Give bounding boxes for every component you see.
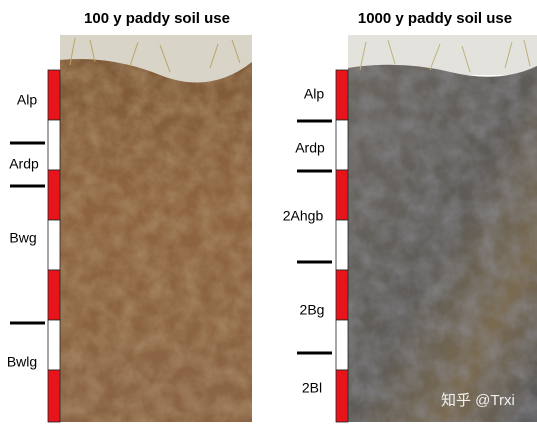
- watermark: 知乎 @Trxi: [441, 392, 515, 409]
- panel-title: 100 y paddy soil use: [84, 10, 230, 27]
- scale-bar-right: [335, 69, 349, 423]
- horizon-label: Bwg: [9, 230, 36, 246]
- horizon-separators: [10, 119, 332, 355]
- horizon-label: 2Bl: [302, 380, 322, 396]
- horizon-label: 2Ahgb: [283, 208, 324, 224]
- horizon-label: Alp: [17, 92, 37, 108]
- horizon-label: Alp: [304, 86, 324, 102]
- panel-title: 1000 y paddy soil use: [358, 10, 512, 27]
- scale-bar-left: [47, 69, 61, 423]
- soil-photo-right: [348, 35, 537, 423]
- soil-photo-left: [60, 35, 252, 422]
- horizon-label: 2Bg: [300, 302, 325, 318]
- horizon-label: Ardp: [295, 140, 325, 156]
- horizon-label: Bwlg: [7, 354, 37, 370]
- horizon-label: Ardp: [9, 156, 39, 172]
